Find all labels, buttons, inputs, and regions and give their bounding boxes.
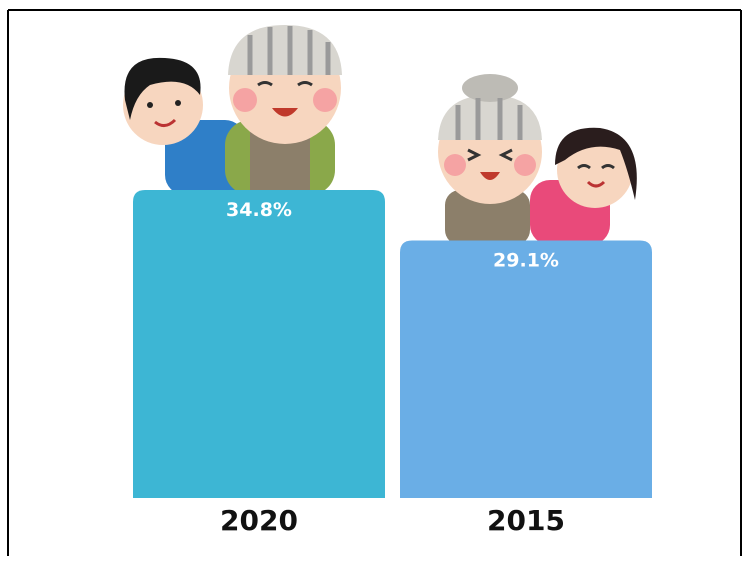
x-tick-label: 2015 bbox=[487, 504, 565, 537]
value-label: 29.1% bbox=[493, 249, 559, 271]
frame bbox=[7, 9, 742, 556]
bar bbox=[133, 190, 385, 498]
illustration-grandfather-and-boy bbox=[123, 25, 342, 195]
bars: 34.8% 2020 29.1% 2015 bbox=[133, 190, 652, 537]
x-tick-label: 2020 bbox=[220, 504, 298, 537]
illustration-grandmother-and-girl bbox=[438, 74, 637, 245]
value-label: 34.8% bbox=[226, 199, 292, 221]
bar bbox=[400, 240, 652, 498]
